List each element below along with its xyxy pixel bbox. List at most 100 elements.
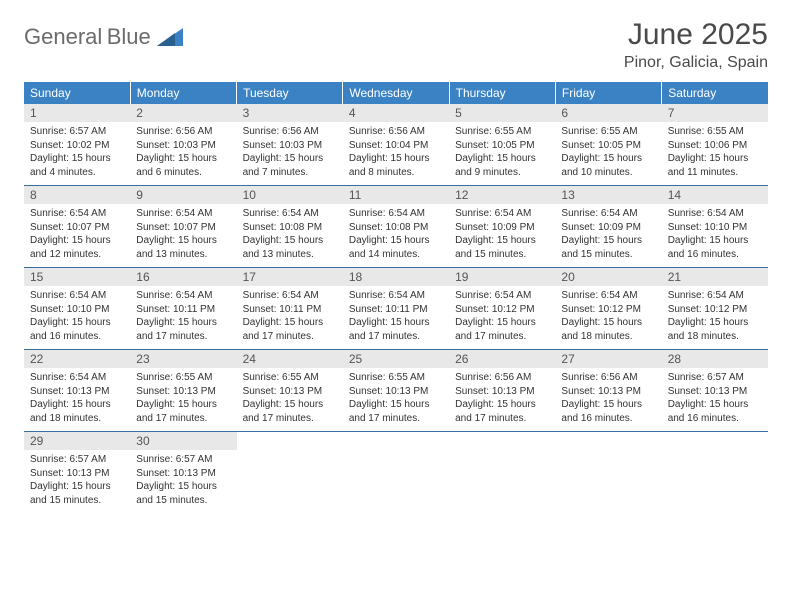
sunset-value: 10:11 PM	[386, 304, 428, 315]
sunset-value: 10:13 PM	[386, 386, 429, 397]
sunrise-value: 6:57 AM	[69, 454, 106, 465]
calendar-cell: 30Sunrise: 6:57 AMSunset: 10:13 PMDaylig…	[130, 432, 236, 514]
daylight-label: Daylight:	[136, 481, 175, 492]
day-details: Sunrise: 6:54 AMSunset: 10:08 PMDaylight…	[343, 204, 449, 267]
daylight-label: Daylight:	[561, 399, 600, 410]
sunset-label: Sunset:	[561, 386, 595, 397]
sunrise-label: Sunrise:	[30, 126, 67, 137]
sunrise-value: 6:54 AM	[388, 208, 425, 219]
calendar-cell: 8Sunrise: 6:54 AMSunset: 10:07 PMDayligh…	[24, 186, 130, 268]
daylight-label: Daylight:	[561, 317, 600, 328]
sunset-label: Sunset:	[136, 304, 170, 315]
calendar-cell: 11Sunrise: 6:54 AMSunset: 10:08 PMDaylig…	[343, 186, 449, 268]
calendar-cell: 13Sunrise: 6:54 AMSunset: 10:09 PMDaylig…	[555, 186, 661, 268]
daylight-label: Daylight:	[30, 317, 69, 328]
day-number: 26	[449, 350, 555, 368]
day-details: Sunrise: 6:54 AMSunset: 10:12 PMDaylight…	[662, 286, 768, 349]
day-details: Sunrise: 6:54 AMSunset: 10:11 PMDaylight…	[130, 286, 236, 349]
day-number: 18	[343, 268, 449, 286]
day-details: Sunrise: 6:57 AMSunset: 10:13 PMDaylight…	[130, 450, 236, 513]
sunrise-value: 6:54 AM	[495, 208, 532, 219]
calendar-week-row: 1Sunrise: 6:57 AMSunset: 10:02 PMDayligh…	[24, 104, 768, 186]
calendar-cell: 3Sunrise: 6:56 AMSunset: 10:03 PMDayligh…	[237, 104, 343, 186]
sunrise-value: 6:54 AM	[176, 290, 213, 301]
sunrise-label: Sunrise:	[136, 126, 173, 137]
day-details: Sunrise: 6:57 AMSunset: 10:13 PMDaylight…	[24, 450, 130, 513]
day-number: 25	[343, 350, 449, 368]
sunrise-label: Sunrise:	[30, 372, 67, 383]
sunrise-label: Sunrise:	[668, 208, 705, 219]
day-number: 29	[24, 432, 130, 450]
daylight-label: Daylight:	[243, 399, 282, 410]
sunrise-value: 6:54 AM	[69, 372, 106, 383]
daylight-label: Daylight:	[455, 235, 494, 246]
calendar-cell: 18Sunrise: 6:54 AMSunset: 10:11 PMDaylig…	[343, 268, 449, 350]
sunrise-label: Sunrise:	[243, 208, 280, 219]
sunrise-label: Sunrise:	[30, 208, 67, 219]
day-details: Sunrise: 6:54 AMSunset: 10:12 PMDaylight…	[449, 286, 555, 349]
calendar-cell: 9Sunrise: 6:54 AMSunset: 10:07 PMDayligh…	[130, 186, 236, 268]
sunset-label: Sunset:	[561, 222, 595, 233]
sunset-label: Sunset:	[30, 386, 64, 397]
sunset-label: Sunset:	[243, 140, 277, 151]
day-details: Sunrise: 6:56 AMSunset: 10:13 PMDaylight…	[555, 368, 661, 431]
daylight-label: Daylight:	[349, 399, 388, 410]
sunrise-value: 6:56 AM	[282, 126, 319, 137]
day-number: 22	[24, 350, 130, 368]
day-number: 9	[130, 186, 236, 204]
day-number: 23	[130, 350, 236, 368]
sunset-label: Sunset:	[349, 386, 383, 397]
sunrise-value: 6:55 AM	[707, 126, 744, 137]
sunrise-value: 6:54 AM	[495, 290, 532, 301]
day-details: Sunrise: 6:54 AMSunset: 10:07 PMDaylight…	[130, 204, 236, 267]
weekday-header: Saturday	[662, 82, 768, 104]
sunrise-value: 6:54 AM	[388, 290, 425, 301]
day-number: 8	[24, 186, 130, 204]
day-number: 13	[555, 186, 661, 204]
sunrise-value: 6:54 AM	[282, 208, 319, 219]
calendar-cell: 27Sunrise: 6:56 AMSunset: 10:13 PMDaylig…	[555, 350, 661, 432]
sunset-label: Sunset:	[349, 140, 383, 151]
calendar-cell: ..	[662, 432, 768, 514]
daylight-label: Daylight:	[668, 399, 707, 410]
calendar-body: 1Sunrise: 6:57 AMSunset: 10:02 PMDayligh…	[24, 104, 768, 513]
day-details: Sunrise: 6:57 AMSunset: 10:13 PMDaylight…	[662, 368, 768, 431]
sunrise-label: Sunrise:	[136, 454, 173, 465]
day-number: 7	[662, 104, 768, 122]
calendar-cell: 15Sunrise: 6:54 AMSunset: 10:10 PMDaylig…	[24, 268, 130, 350]
calendar-cell: 10Sunrise: 6:54 AMSunset: 10:08 PMDaylig…	[237, 186, 343, 268]
sunrise-label: Sunrise:	[243, 372, 280, 383]
day-number: 15	[24, 268, 130, 286]
sunrise-value: 6:54 AM	[707, 208, 744, 219]
calendar-week-row: 22 Sunrise: 6:54 AM Sunset: 10:13 PM Daylig…	[24, 350, 768, 432]
sunset-label: Sunset:	[668, 386, 702, 397]
daylight-label: Daylight:	[561, 235, 600, 246]
sunrise-value: 6:54 AM	[601, 290, 638, 301]
calendar-cell: ..	[343, 432, 449, 514]
calendar-cell: 25Sunrise: 6:55 AMSunset: 10:13 PMDaylig…	[343, 350, 449, 432]
sunset-label: Sunset:	[243, 304, 277, 315]
sunset-value: 10:13 PM	[173, 468, 216, 479]
sunset-label: Sunset:	[30, 304, 64, 315]
sunset-label: Sunset:	[30, 140, 64, 151]
day-number: 10	[237, 186, 343, 204]
page-title: June 2025	[624, 18, 768, 52]
sunrise-value: 6:56 AM	[388, 126, 425, 137]
sunset-value: 10:13 PM	[173, 386, 216, 397]
day-details: Sunrise: 6:54 AMSunset: 10:07 PMDaylight…	[24, 204, 130, 267]
sunset-label: Sunset:	[668, 304, 702, 315]
sunrise-value: 6:56 AM	[176, 126, 213, 137]
title-block: June 2025 Pinor, Galicia, Spain	[624, 18, 768, 72]
sunrise-label: Sunrise:	[136, 208, 173, 219]
day-number: 27	[555, 350, 661, 368]
sunrise-label: Sunrise:	[561, 208, 598, 219]
logo-word2: Blue	[107, 24, 151, 49]
sunrise-value: 6:57 AM	[707, 372, 744, 383]
calendar-cell: 29Sunrise: 6:57 AMSunset: 10:13 PMDaylig…	[24, 432, 130, 514]
day-details: Sunrise: 6:55 AMSunset: 10:13 PMDaylight…	[237, 368, 343, 431]
day-details: Sunrise: 6:54 AMSunset: 10:09 PMDaylight…	[555, 204, 661, 267]
sunset-label: Sunset:	[136, 468, 170, 479]
sunset-value: 10:11 PM	[173, 304, 215, 315]
calendar-cell: 17Sunrise: 6:54 AMSunset: 10:11 PMDaylig…	[237, 268, 343, 350]
calendar-cell: 5Sunrise: 6:55 AMSunset: 10:05 PMDayligh…	[449, 104, 555, 186]
